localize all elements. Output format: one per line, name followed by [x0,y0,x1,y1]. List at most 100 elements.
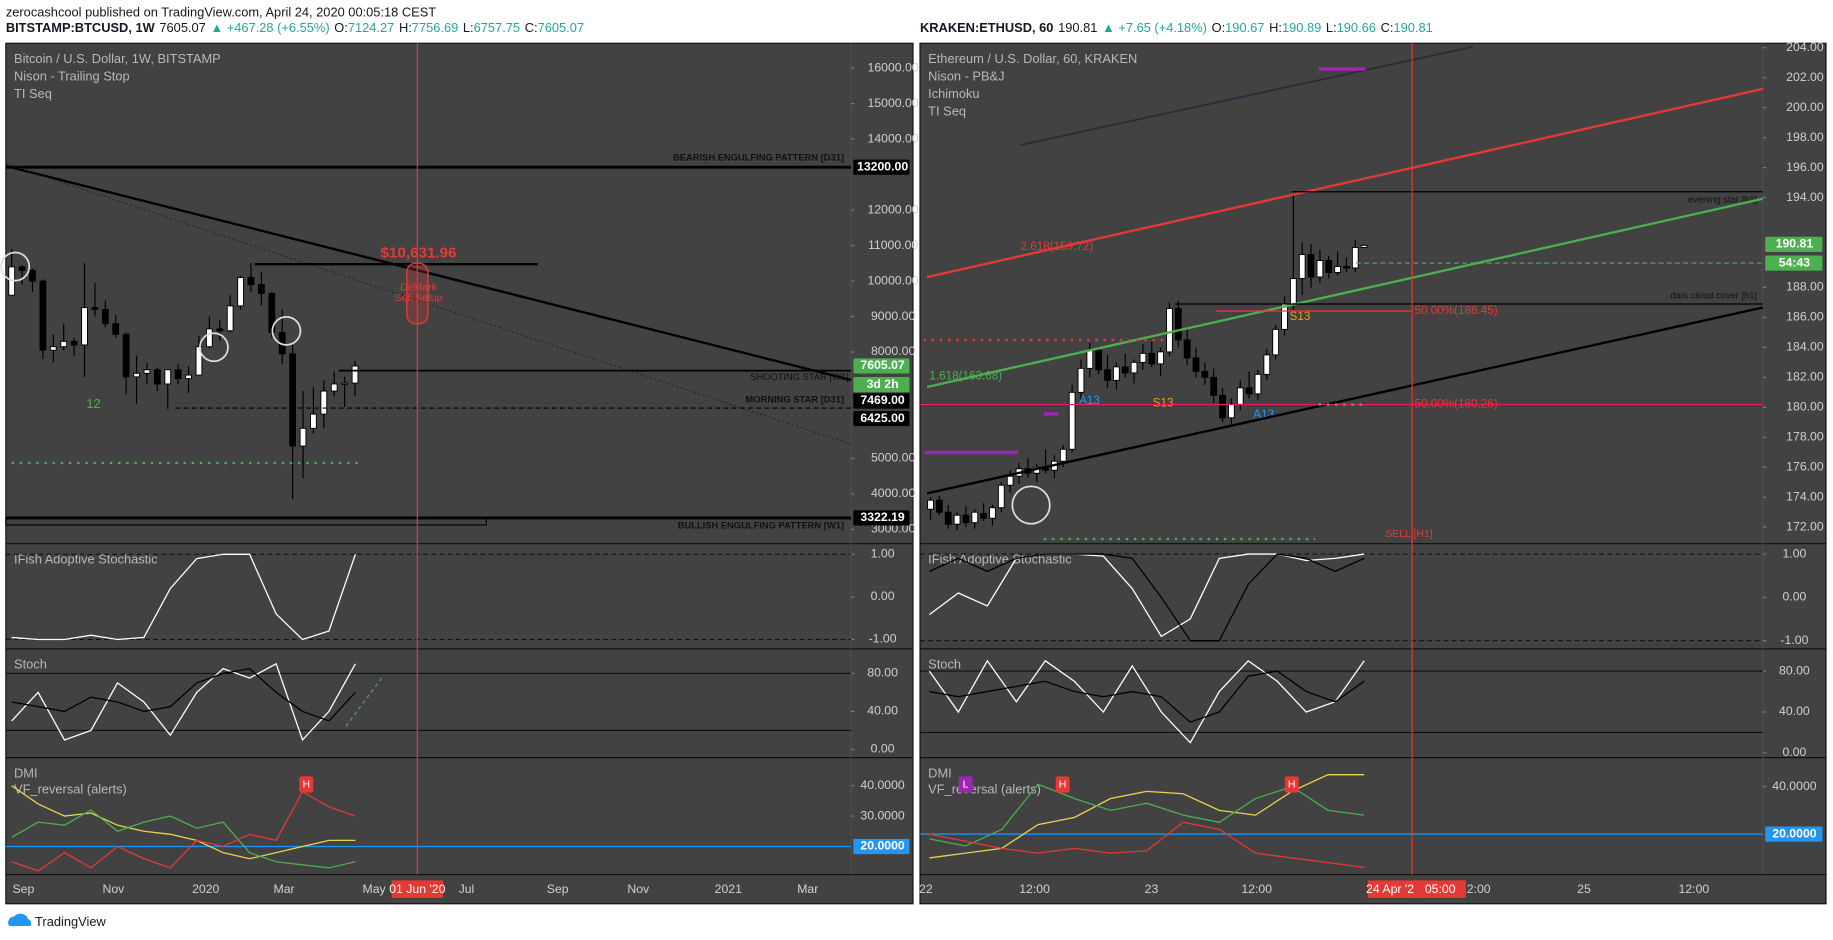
symbol-line: KRAKEN:ETHUSD, 60 190.81 ▲ +7.65 (+4.18%) O… [920,21,1433,36]
candle-body [257,284,265,294]
price-tick-label: 184.00 [1786,340,1824,354]
candle-body [330,383,338,392]
chart-annotation: SHOOTING STAR [W1] [750,372,848,382]
price-tick-label: 16000.00 [868,60,919,74]
indicator-line [929,670,1365,723]
indicator-line [928,553,1365,638]
price-tick-label: 11000.00 [868,238,918,252]
time-label: 23 [1145,882,1159,896]
candle-body [153,369,161,385]
price-box-label: 3d 2h [867,377,899,391]
pane-title: Nison - PB&J [928,69,1004,84]
time-label: Mar [274,882,295,896]
pane-tick-label: 40.0000 [1772,779,1817,793]
pane-tick-label: 0.00 [871,589,895,603]
pane-title: Stoch [14,657,47,672]
pane-tick-label: 80.00 [867,666,898,680]
candle-body [49,346,57,351]
indicator-line [11,662,356,742]
alert-box [1284,776,1299,793]
pane-tick-label: 0.00 [1782,590,1806,604]
price-tick-label: 202.00 [1786,70,1824,84]
time-label: Jul [459,882,475,896]
chart-panel: BITSTAMP:BTCUSD, 1W 7605.07 ▲ +467.28 (+6.… [5,21,919,905]
price-tick-label: 12000.00 [868,202,919,216]
indicator-line [929,821,1365,869]
candle-body [320,390,328,415]
time-box [1414,880,1466,898]
time-label: Nov [627,882,650,896]
circle [0,251,31,282]
candle-body [1307,254,1315,278]
price-tick-label: 8000.00 [871,344,916,358]
chart-annotation: BEARISH ENGULFING PATTERN [D31] [673,152,844,162]
candle-body [1130,361,1138,374]
indicator-line [929,553,1365,642]
time-label: 25 [1577,882,1591,896]
candle-body [1210,376,1218,396]
price-tick-label: 9000.00 [871,309,916,323]
pane-title: Nison - Trailing Stop [14,69,130,84]
ohlc-label: H: [399,21,412,36]
alert-box [1055,776,1070,793]
time-label: Mar [797,882,818,896]
circle [199,332,229,363]
time-box-label: 05:00 [1425,882,1456,896]
price-tick-label: 10000.00 [868,273,919,287]
publisher-line: zerocashcool published on TradingView.co… [6,4,436,19]
chart-annotation: BULLISH ENGULFING PATTERN [W1] [678,521,844,531]
candle-body [237,277,244,307]
price-tick-label: 5000.00 [871,451,916,465]
brand: TradingView [35,914,106,929]
projection [345,675,384,727]
candle-body [289,353,296,447]
price-tick-label: 188.00 [1786,280,1824,294]
alert-box [958,776,973,793]
ohlc-label: C: [1381,21,1394,36]
time-label: 12:00 [1019,882,1050,896]
pane-title: Stoch [928,657,961,672]
chart-annotation: evening star [h1] [1688,194,1757,204]
candle-body [1254,373,1262,395]
ohlc-value: 6757.75 [474,21,520,36]
pane-tick-label: 0.00 [1782,745,1806,759]
candle-body [112,323,120,335]
chart-annotation: $10,631.96 [380,245,456,262]
indicator-line [11,785,356,860]
candle-body [1289,278,1297,305]
time-box-label: 01 Jun '20 [389,882,445,896]
pane-title: Ichimoku [928,86,979,101]
last-price: 190.81 [1058,21,1097,36]
time-label: 12:00 [1241,882,1272,896]
candle-body [1121,366,1129,374]
candle-body [1343,266,1350,269]
candle-body [962,514,970,524]
time-label: Sep [547,882,569,896]
price-tick-label: 200.00 [1786,100,1824,114]
ohlc-value: 190.67 [1225,21,1264,36]
candle-body [997,484,1005,509]
price-box-label: 7605.07 [860,358,905,372]
price-tick-label: 182.00 [1786,370,1824,384]
indicator-line [11,790,356,872]
candle-body [1298,254,1306,279]
price-box-label: 6425.00 [860,411,905,425]
chart-annotation: S13 [1153,396,1174,409]
demark-marker [406,262,429,325]
ohlc-value: 7124.27 [348,21,394,36]
ohlc-label: H: [1269,21,1282,36]
last-price: 7605.07 [159,21,205,36]
ohlc-value: 7605.07 [538,21,584,36]
ohlc-value: 190.89 [1282,21,1321,36]
price-tick-label: 172.00 [1786,519,1824,533]
candle-body [205,328,213,348]
symbol: KRAKEN:ETHUSD, 60 [920,21,1053,36]
chart-annotation: MORNING STAR [D31] [746,394,844,404]
price-tick-label: 186.00 [1786,310,1824,324]
pane-background [919,42,1827,905]
alert-label: H [1059,778,1067,790]
footer: TradingView [8,913,106,929]
candle-body [1245,387,1253,395]
